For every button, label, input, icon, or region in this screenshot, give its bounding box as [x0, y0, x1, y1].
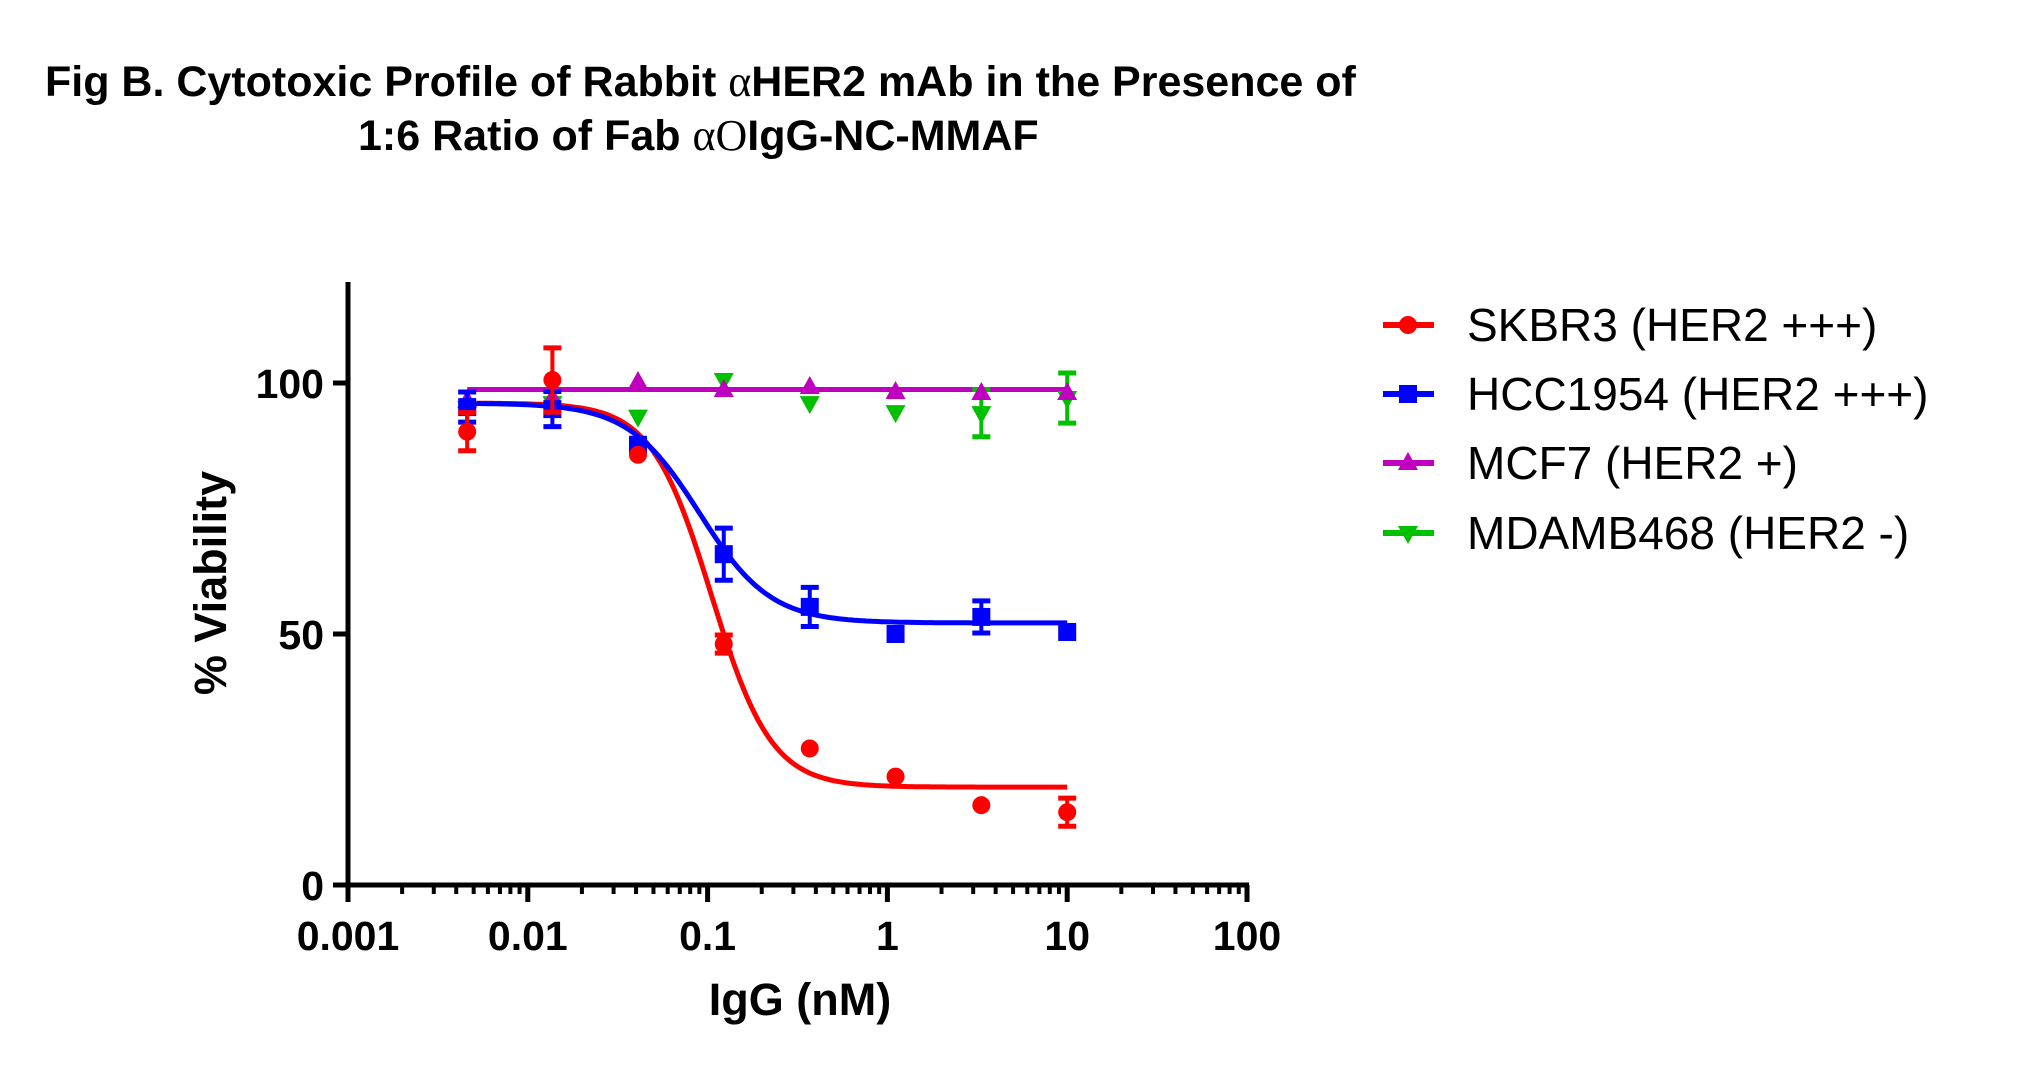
data-point	[628, 445, 647, 464]
legend-item: MCF7 (HER2 +)	[1383, 437, 1798, 489]
y-tick-label: 50	[278, 612, 324, 658]
legend-marker	[1399, 316, 1417, 334]
legend-label: HCC1954 (HER2 +++)	[1467, 368, 1928, 420]
fit-curves	[467, 387, 1068, 790]
data-point	[971, 382, 992, 401]
data-point	[972, 796, 991, 815]
x-tick-label: 0.1	[679, 913, 736, 959]
data-point	[799, 376, 820, 395]
legend-label: SKBR3 (HER2 +++)	[1467, 299, 1877, 351]
data-point	[627, 370, 648, 389]
alpha-symbol: αO	[692, 111, 748, 160]
series-square	[458, 389, 1077, 643]
x-tick-label: 1	[876, 913, 899, 959]
chart-title-line2: 1:6 Ratio of Fab αOIgG-NC-MMAF	[358, 114, 1039, 158]
legend-label: MCF7 (HER2 +)	[1467, 437, 1798, 489]
y-tick-label: 100	[256, 361, 324, 407]
title-text: Fig B. Cytotoxic Profile of Rabbit	[45, 58, 729, 106]
data-point	[714, 545, 733, 564]
data-point	[800, 597, 819, 616]
data-point	[800, 739, 819, 758]
data-point	[1057, 382, 1078, 401]
x-tick-label: 100	[1213, 913, 1281, 959]
data-point	[458, 422, 477, 441]
x-axis-label: IgG (nM)	[709, 974, 891, 1025]
data-point	[886, 767, 905, 786]
fit-curve	[467, 400, 1068, 626]
chart-title-line1: Fig B. Cytotoxic Profile of Rabbit αHER2…	[45, 60, 1356, 104]
alpha-symbol: α	[728, 57, 752, 106]
legend-item: MDAMB468 (HER2 -)	[1383, 507, 1909, 559]
data-point	[886, 625, 905, 643]
legend-item: HCC1954 (HER2 +++)	[1383, 368, 1928, 420]
legend-marker	[1398, 452, 1418, 470]
legend-item: SKBR3 (HER2 +++)	[1383, 299, 1877, 351]
legend-marker	[1398, 526, 1418, 544]
data-point	[543, 370, 562, 389]
legend: SKBR3 (HER2 +++) HCC1954 (HER2 +++) MCF7 (…	[1383, 299, 1928, 559]
legend-label: MDAMB468 (HER2 -)	[1467, 507, 1909, 559]
data-point	[885, 381, 906, 400]
data-points	[457, 345, 1078, 829]
title-text: IgG-NC-MMAF	[747, 112, 1039, 160]
data-point	[885, 405, 906, 424]
data-point	[713, 379, 734, 398]
axes: 0 50 100 0.001 0.01 0.1 1 10 100	[256, 282, 1281, 959]
legend-marker	[1399, 385, 1417, 403]
x-tick-label: 10	[1044, 913, 1090, 959]
data-point	[1058, 803, 1077, 822]
data-point	[799, 396, 820, 415]
title-text: HER2 mAb in the Presence of	[751, 58, 1356, 106]
y-axis-label: % Viability	[185, 471, 236, 695]
x-tick-label: 0.01	[488, 913, 568, 959]
x-tick-label: 0.001	[297, 913, 400, 959]
data-point	[627, 409, 648, 428]
data-point	[971, 406, 992, 425]
title-text: 1:6 Ratio of Fab	[358, 112, 693, 160]
y-tick-label: 0	[301, 863, 324, 909]
data-point	[1058, 622, 1077, 641]
data-point	[972, 607, 991, 626]
data-point	[714, 635, 733, 654]
series-circle	[458, 345, 1077, 829]
